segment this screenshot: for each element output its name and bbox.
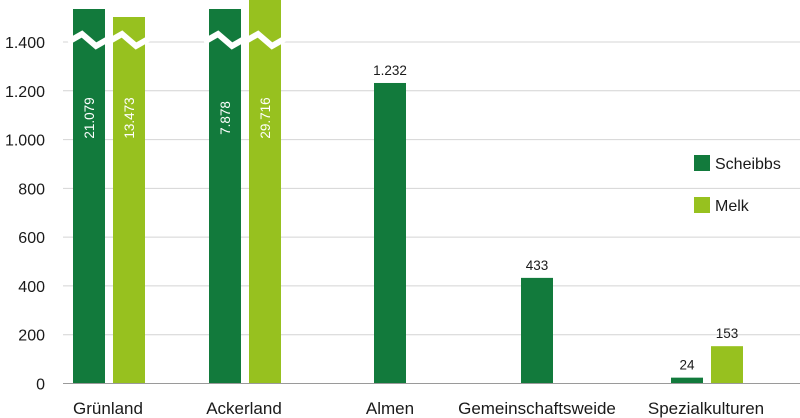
bar-melk-1 xyxy=(249,0,281,384)
x-category-label: Grünland xyxy=(73,399,143,418)
y-tick-label: 800 xyxy=(18,181,45,198)
axis-break-mark xyxy=(66,30,112,50)
data-label: 13.473 xyxy=(122,97,137,138)
y-tick-label: 200 xyxy=(18,328,45,345)
bar-scheibbs-3 xyxy=(521,277,553,384)
axis-break-mark xyxy=(242,30,288,50)
legend-label: Melk xyxy=(715,198,750,215)
data-label: 29.716 xyxy=(258,97,273,138)
legend-swatch xyxy=(694,155,710,171)
bar-scheibbs-1 xyxy=(209,9,241,384)
data-label: 7.878 xyxy=(218,101,233,135)
bar-scheibbs-2 xyxy=(374,82,406,384)
axis-breaks xyxy=(66,30,288,50)
y-tick-label: 1.200 xyxy=(5,84,45,101)
legend: Scheibbs Melk xyxy=(694,155,781,215)
data-label: 1.232 xyxy=(373,63,407,78)
bar-melk-4 xyxy=(711,346,743,384)
data-label: 21.079 xyxy=(82,97,97,138)
y-axis-tick-labels: 0 200 400 600 800 1.000 1.200 1.400 xyxy=(5,35,45,394)
y-tick-label: 1.400 xyxy=(5,35,45,52)
data-label: 153 xyxy=(716,326,739,341)
legend-item-melk: Melk xyxy=(694,197,750,215)
legend-label: Scheibbs xyxy=(715,156,781,173)
data-label: 24 xyxy=(679,358,695,373)
x-category-label: Gemeinschaftsweide xyxy=(458,399,616,418)
bars xyxy=(73,0,743,384)
bar-scheibbs-0 xyxy=(73,9,105,384)
data-label: 433 xyxy=(526,258,549,273)
y-tick-label: 1.000 xyxy=(5,133,45,150)
x-category-label: Spezialkulturen xyxy=(648,399,764,418)
y-tick-label: 400 xyxy=(18,279,45,296)
legend-item-scheibbs: Scheibbs xyxy=(694,155,781,173)
x-category-label: Ackerland xyxy=(206,399,282,418)
y-tick-label: 0 xyxy=(36,377,45,394)
bar-scheibbs-4 xyxy=(671,377,703,384)
gridlines xyxy=(63,41,800,336)
legend-swatch xyxy=(694,197,710,213)
x-category-label: Almen xyxy=(366,399,414,418)
data-labels: 21.079 13.473 7.878 29.716 1.232 433 24 153 xyxy=(82,63,738,373)
axis-break-mark xyxy=(106,30,152,50)
y-tick-label: 600 xyxy=(18,230,45,247)
bar-melk-0 xyxy=(113,17,145,384)
axis-break-mark xyxy=(202,30,248,50)
